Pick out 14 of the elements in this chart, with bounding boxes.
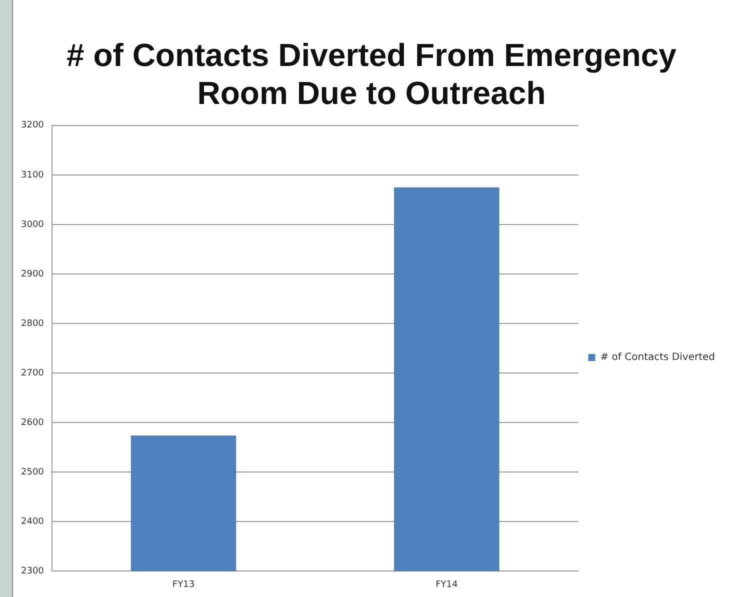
y-tick-label: 2500	[21, 467, 44, 478]
y-tick-label: 3100	[21, 170, 44, 180]
legend-label: # of Contacts Diverted	[600, 352, 716, 364]
y-tick-label: 2400	[21, 517, 44, 528]
y-tick-label: 2700	[21, 368, 44, 378]
y-tick-label: 2600	[21, 418, 44, 428]
chart-title: # of Contacts Diverted From Emergency Room Due to Outreach	[66, 36, 678, 112]
y-tick-label: 3000	[21, 220, 44, 230]
y-tick-label: 3200	[21, 120, 44, 131]
x-tick-label: FY14	[436, 580, 458, 590]
y-tick-label: 2900	[21, 269, 44, 280]
y-tick-label: 2300	[21, 566, 44, 577]
y-tick-label: 2800	[21, 318, 44, 329]
x-tick-label: FY13	[172, 580, 195, 590]
